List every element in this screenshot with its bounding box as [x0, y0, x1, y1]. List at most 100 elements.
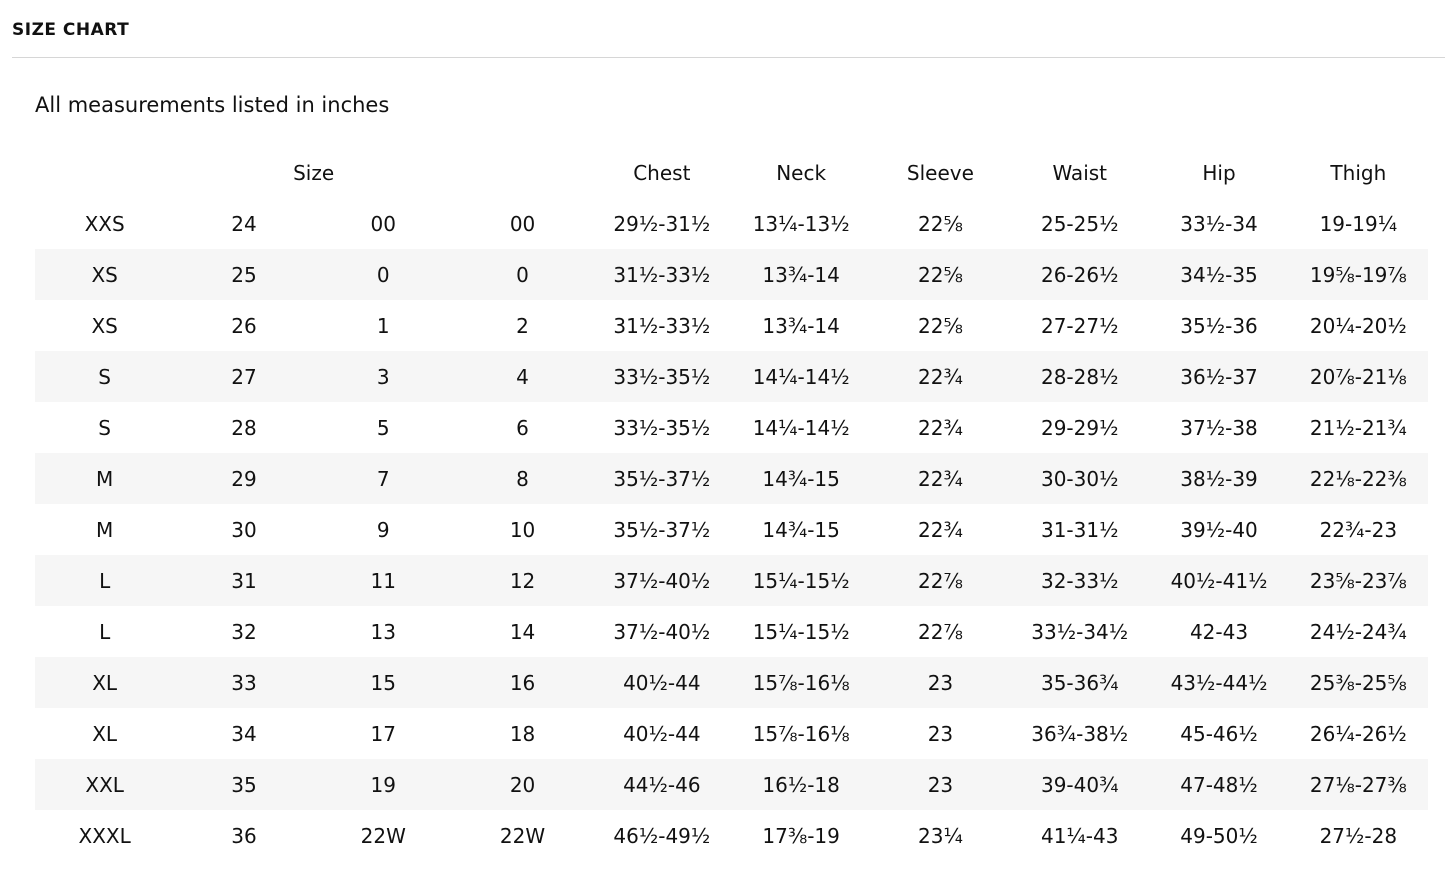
cell: 35½-37½ — [613, 517, 711, 542]
cell: 00 — [370, 211, 396, 236]
cell: 31½-33½ — [613, 262, 711, 287]
column-header: Thigh — [1330, 160, 1387, 185]
cell: 23⅝-23⅞ — [1309, 568, 1407, 593]
cell: XL — [92, 721, 118, 746]
cell: 10 — [509, 517, 536, 542]
subtitle: All measurements listed in inches — [35, 93, 390, 117]
cell: 22⅝ — [918, 313, 963, 338]
cell: 5 — [376, 415, 390, 440]
cell: 34½-35 — [1180, 262, 1258, 287]
table-row: XXXL 36 22W 22W 46½-49½ 17⅜-19 23¼ 41¼-43 49-50½… — [35, 810, 1428, 861]
cell: 25 — [231, 262, 257, 287]
cell: 22⅛-22⅜ — [1309, 466, 1407, 491]
cell: 14 — [509, 619, 536, 644]
cell: 15 — [370, 670, 396, 695]
column-header: Sleeve — [906, 160, 974, 185]
cell: 4 — [516, 364, 529, 389]
cell: 15¼-15½ — [752, 619, 850, 644]
section-title: SIZE CHART — [12, 20, 130, 40]
cell: 0 — [376, 262, 390, 287]
table-row: XS 26 1 2 31½-33½ 13¾-14 22⅝ 27-27½ 35½-36 20¼-20… — [35, 300, 1428, 351]
cell: 9 — [376, 517, 390, 542]
cell: XS — [91, 262, 118, 287]
cell: 14¼-14½ — [752, 415, 850, 440]
cell: 32 — [231, 619, 257, 644]
cell: 36 — [231, 823, 257, 848]
cell: 19 — [370, 772, 396, 797]
cell: 46½-49½ — [613, 823, 711, 848]
cell: 25⅜-25⅝ — [1309, 670, 1407, 695]
cell: 40½-41½ — [1170, 568, 1268, 593]
cell: 11 — [370, 568, 396, 593]
cell: M — [96, 466, 114, 491]
cell: L — [99, 619, 111, 644]
cell: 44½-46 — [623, 772, 701, 797]
table-row: XXS 24 00 00 29½-31½ 13¼-13½ 22⅝ 25-25½ 33½-34 19… — [35, 198, 1428, 249]
cell: 32-33½ — [1040, 568, 1119, 593]
cell: 14¾-15 — [762, 517, 840, 542]
cell: 14¾-15 — [762, 466, 840, 491]
cell: 19-19¼ — [1319, 211, 1398, 236]
cell: 13¾-14 — [762, 313, 840, 338]
cell: 22¾ — [918, 415, 963, 440]
cell: 23 — [927, 772, 954, 797]
cell: 15¼-15½ — [752, 568, 850, 593]
cell: 27½-28 — [1319, 823, 1398, 848]
cell: S — [98, 415, 111, 440]
cell: 31½-33½ — [613, 313, 711, 338]
cell: 22⅝ — [918, 211, 963, 236]
cell: 33½-35½ — [613, 415, 711, 440]
cell: 26 — [231, 313, 257, 338]
cell: 45-46½ — [1180, 721, 1258, 746]
cell: 35½-37½ — [613, 466, 711, 491]
cell: 49-50½ — [1180, 823, 1258, 848]
cell: 40½-44 — [623, 670, 701, 695]
cell: 33½-34 — [1180, 211, 1258, 236]
cell: 33½-35½ — [613, 364, 711, 389]
cell: 33½-34½ — [1031, 619, 1129, 644]
table-row: M 30 9 10 35½-37½ 14¾-15 22¾ 31-31½ 39½-40 22¾-23 — [35, 504, 1428, 555]
cell: 26-26½ — [1040, 262, 1119, 287]
cell: 37½-40½ — [613, 619, 711, 644]
cell: 20⅞-21⅛ — [1309, 364, 1407, 389]
cell: 1 — [376, 313, 390, 338]
cell: 14¼-14½ — [752, 364, 850, 389]
cell: 00 — [509, 211, 536, 236]
cell: 15⅞-16⅛ — [752, 670, 850, 695]
cell: 30 — [231, 517, 257, 542]
cell: XXS — [84, 211, 125, 236]
cell: 20 — [509, 772, 536, 797]
table-row: XS 25 0 0 31½-33½ 13¾-14 22⅝ 26-26½ 34½-35 19⅝-19… — [35, 249, 1428, 300]
cell: 22¾ — [918, 466, 963, 491]
cell: 35 — [231, 772, 257, 797]
cell: 29-29½ — [1040, 415, 1119, 440]
cell: 33 — [231, 670, 257, 695]
cell: 26¼-26½ — [1309, 721, 1407, 746]
column-header: Waist — [1052, 160, 1108, 185]
cell: 7 — [376, 466, 390, 491]
table-row: L 31 11 12 37½-40½ 15¼-15½ 22⅞ 32-33½ 40½-41½ 23⅝… — [35, 555, 1428, 606]
cell: 17 — [370, 721, 396, 746]
cell: 28 — [231, 415, 257, 440]
cell: 24½-24¾ — [1309, 619, 1407, 644]
cell: 36½-37 — [1180, 364, 1258, 389]
cell: 23 — [927, 721, 954, 746]
cell: XXL — [85, 772, 124, 797]
cell: 2 — [516, 313, 529, 338]
cell: 43½-44½ — [1170, 670, 1268, 695]
cell: 23¼ — [918, 823, 963, 848]
table-row: M 29 7 8 35½-37½ 14¾-15 22¾ 30-30½ 38½-39 22⅛-22⅜ — [35, 453, 1428, 504]
cell: 24 — [231, 211, 257, 236]
cell: 34 — [231, 721, 257, 746]
cell: 31-31½ — [1040, 517, 1119, 542]
table-row: L 32 13 14 37½-40½ 15¼-15½ 22⅞ 33½-34½ 42-43 24½-… — [35, 606, 1428, 657]
cell: 18 — [509, 721, 536, 746]
cell: 37½-40½ — [613, 568, 711, 593]
cell: 39-40¾ — [1040, 772, 1119, 797]
cell: 22W — [499, 823, 546, 848]
cell: 20¼-20½ — [1309, 313, 1407, 338]
table-row: XL 34 17 18 40½-44 15⅞-16⅛ 23 36¾-38½ 45-46½ 26¼-… — [35, 708, 1428, 759]
cell: 13¼-13½ — [752, 211, 850, 236]
header-row: Size Chest Neck Sleeve Waist Hip Thigh — [35, 147, 1428, 198]
